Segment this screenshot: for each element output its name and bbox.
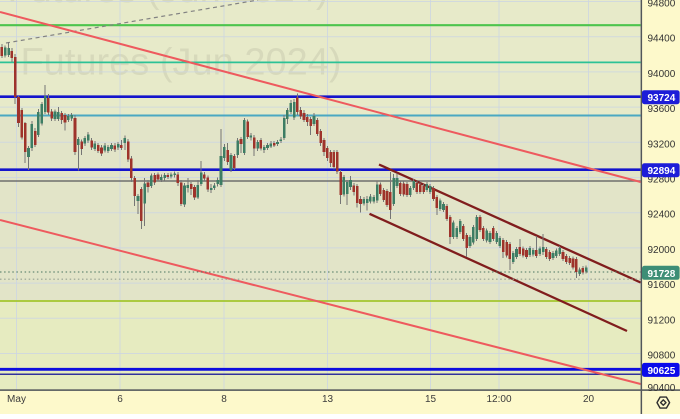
svg-text:May: May	[7, 394, 26, 405]
svg-text:8: 8	[221, 394, 227, 405]
svg-text:92400: 92400	[648, 210, 676, 221]
svg-text:93724: 93724	[648, 93, 676, 104]
svg-text:94000: 94000	[648, 69, 676, 80]
svg-text:92000: 92000	[648, 245, 676, 256]
svg-text:91200: 91200	[648, 315, 676, 326]
svg-text:90800: 90800	[648, 351, 676, 362]
svg-text:20: 20	[583, 394, 595, 405]
svg-text:6: 6	[117, 394, 123, 405]
svg-text:92800: 92800	[648, 175, 676, 186]
svg-text:92894: 92894	[648, 166, 676, 177]
svg-text:Futures (Jun 2024): Futures (Jun 2024)	[7, 0, 328, 11]
svg-text:90400: 90400	[648, 383, 676, 394]
svg-text:93200: 93200	[648, 139, 676, 150]
svg-text:93600: 93600	[648, 104, 676, 115]
svg-text:94800: 94800	[648, 0, 676, 10]
svg-text:91600: 91600	[648, 280, 676, 291]
svg-text:12:00: 12:00	[486, 394, 511, 405]
svg-text:15: 15	[425, 394, 437, 405]
svg-text:94400: 94400	[648, 34, 676, 45]
svg-text:13: 13	[322, 394, 334, 405]
svg-text:90625: 90625	[648, 366, 676, 377]
svg-text:91728: 91728	[648, 269, 676, 280]
